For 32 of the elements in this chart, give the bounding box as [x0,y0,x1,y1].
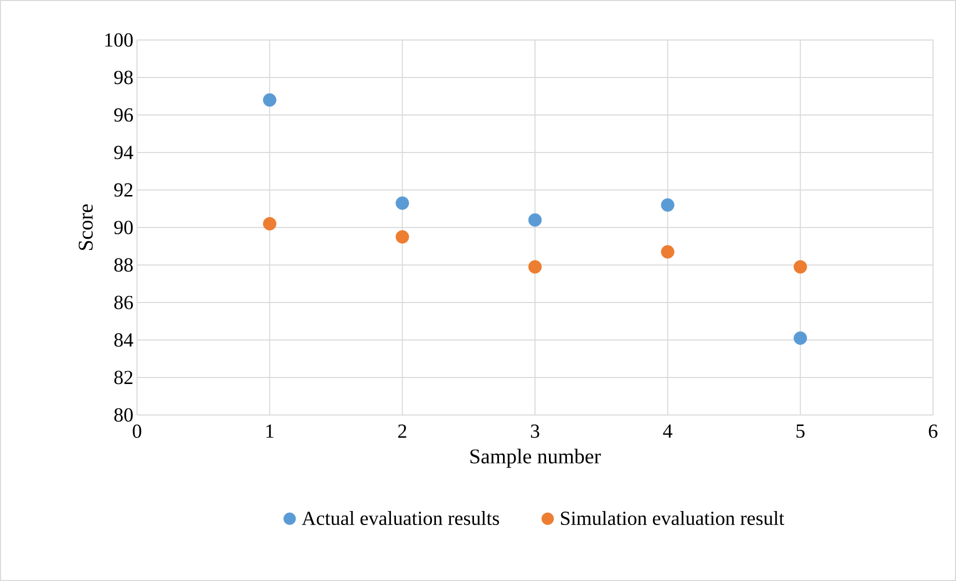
y-tick-label: 96 [114,108,133,122]
point [660,198,674,212]
x-tick-label: 6 [928,424,938,438]
y-axis-title: Score [78,204,93,250]
point [396,196,410,210]
x-tick-label: 5 [796,424,805,438]
x-axis-title: Sample number [470,448,601,468]
y-tick-label: 90 [114,220,133,234]
point [396,230,410,244]
point [660,245,674,259]
x-tick-label: 1 [266,424,274,438]
point [794,260,808,274]
point [262,217,276,230]
point [528,213,542,227]
y-tick-label: 98 [114,70,133,84]
y-tick-label: 86 [114,296,133,310]
x-tick-label: 0 [132,424,142,438]
point [528,260,542,274]
x-tick-label: 4 [663,424,672,438]
x-tick-label: 2 [398,424,406,438]
point [794,331,808,345]
y-tick-label: 88 [114,258,133,272]
y-tick-label: 80 [114,408,133,422]
y-tick-label: 100 [105,33,133,47]
y-tick-label: 82 [114,370,132,384]
y-tick-label: 94 [114,146,134,160]
x-tick-label: 3 [530,424,540,438]
legend-label: Simulation evaluation result [560,511,784,526]
legend-label: Actual evaluation results [302,511,500,526]
y-tick-label: 92 [114,183,132,197]
y-tick-label: 84 [114,333,134,347]
point [262,93,276,107]
